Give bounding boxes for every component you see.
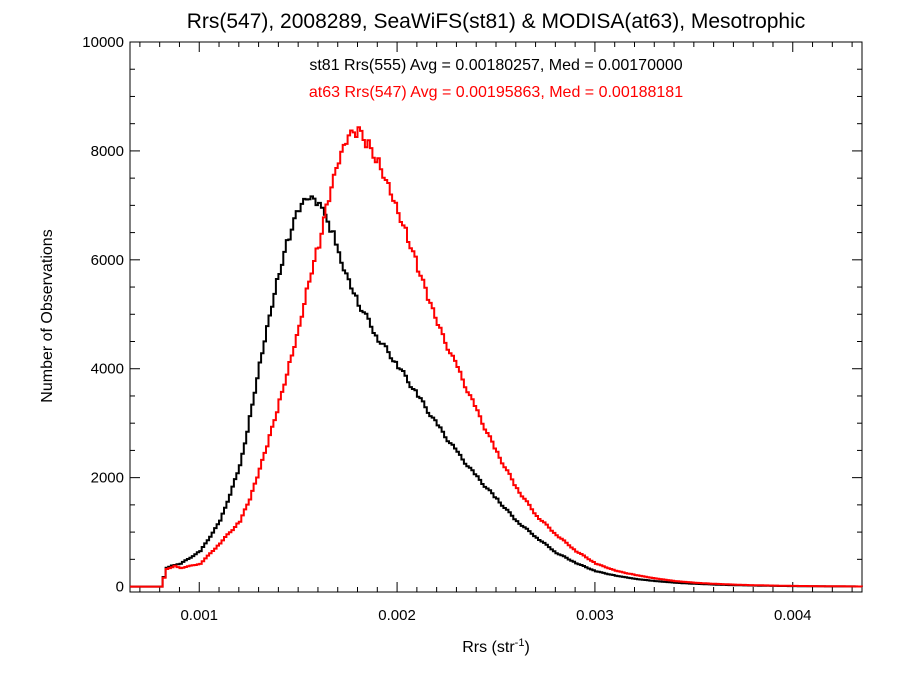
y-tick-label: 6000 bbox=[91, 252, 124, 269]
y-tick-label: 8000 bbox=[91, 143, 124, 160]
x-axis-label: Rrs (str-1) bbox=[462, 637, 530, 656]
series-at63-line bbox=[130, 126, 863, 588]
x-tick-label: 0.003 bbox=[576, 607, 614, 624]
x-axis-label-superscript: -1 bbox=[515, 637, 525, 649]
annotation-st81-stats: st81 Rrs(555) Avg = 0.00180257, Med = 0.… bbox=[309, 57, 682, 74]
x-axis-label-main: Rrs (str bbox=[462, 639, 515, 656]
plot-border bbox=[129, 41, 863, 593]
x-tick-label: 0.002 bbox=[378, 607, 416, 624]
series-layer bbox=[130, 126, 863, 588]
plot-frame bbox=[129, 41, 863, 593]
y-tick-label: 4000 bbox=[91, 361, 124, 378]
y-tick-label: 10000 bbox=[82, 34, 124, 51]
annotation-at63-stats: at63 Rrs(547) Avg = 0.00195863, Med = 0.… bbox=[309, 84, 683, 101]
x-tick-label: 0.004 bbox=[774, 607, 812, 624]
x-axis: 0.001 0.002 0.003 0.004 bbox=[139, 42, 853, 624]
y-axis-label: Number of Observations bbox=[39, 229, 56, 402]
series-st81-line bbox=[130, 195, 863, 588]
chart-title: Rrs(547), 2008289, SeaWiFS(st81) & MODIS… bbox=[187, 10, 806, 33]
x-tick-label: 0.001 bbox=[180, 607, 218, 624]
x-axis-label-close: ) bbox=[524, 639, 529, 656]
y-tick-label: 2000 bbox=[91, 470, 124, 487]
y-axis: 0 2000 4000 6000 8000 10000 bbox=[82, 34, 862, 596]
y-tick-label: 0 bbox=[116, 579, 124, 596]
